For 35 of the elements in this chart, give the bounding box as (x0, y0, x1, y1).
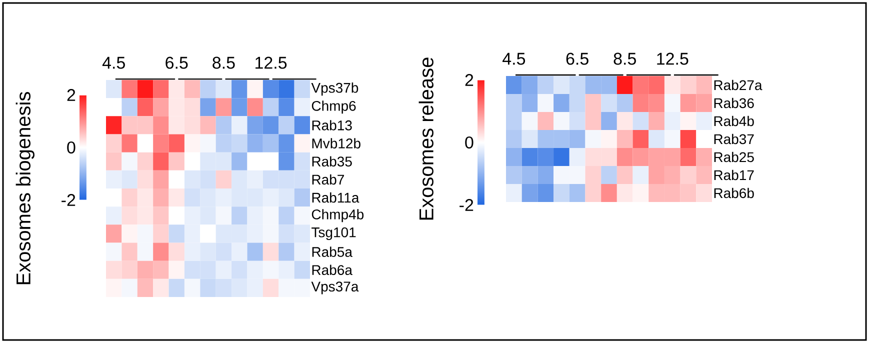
y-tick-label: Rab37 (714, 134, 754, 144)
y-tick-label: Rab7 (312, 174, 344, 185)
y-tick-label: Rab6a (312, 264, 352, 276)
y-tick-label: Rab17 (714, 170, 754, 180)
y-tick-label: Mvb12b (312, 138, 360, 148)
color-bar-label: 0 (465, 136, 474, 149)
x-tick-label: 6.5 (166, 56, 188, 69)
y-tick-label: Rab27a (714, 80, 762, 90)
x-tick-label: 4.5 (102, 56, 125, 69)
y-tick-label: Rab5a (312, 246, 352, 257)
y-tick-label: Rab11a (312, 192, 360, 203)
x-tick-label: 4.5 (502, 52, 526, 65)
color-bar-label: -2 (62, 194, 76, 206)
color-bar-label: 2 (465, 74, 474, 86)
x-tick-label: 8.5 (212, 56, 235, 69)
y-tick-label: Rab4b (714, 116, 754, 126)
y-tick-label: Rab25 (714, 152, 754, 162)
y-tick-label: Vps37b (311, 82, 358, 96)
color-bar-label: 2 (67, 89, 76, 101)
y-tick-label: Chmp6 (312, 100, 356, 114)
y-tick-label: Rab36 (714, 98, 754, 108)
y-axis-title: Exosomes release (418, 58, 434, 220)
y-tick-label: Vps37a (311, 282, 359, 294)
y-tick-label: Chmp4b (312, 209, 364, 222)
color-bar-label: -2 (460, 199, 474, 211)
x-tick-label: 6.5 (566, 52, 588, 65)
x-tick-label: 12.5 (256, 56, 287, 69)
y-tick-label: Tsg101 (312, 227, 356, 240)
x-tick-label: 8.5 (614, 52, 636, 65)
y-tick-label: Rab35 (312, 156, 352, 167)
y-tick-label: Rab6b (714, 188, 754, 198)
color-bar-label: 0 (67, 141, 76, 154)
x-tick-label: 12.5 (657, 52, 688, 65)
y-tick-label: Rab13 (312, 120, 352, 130)
y-axis-title: Exosomes biogenesis (16, 92, 34, 284)
